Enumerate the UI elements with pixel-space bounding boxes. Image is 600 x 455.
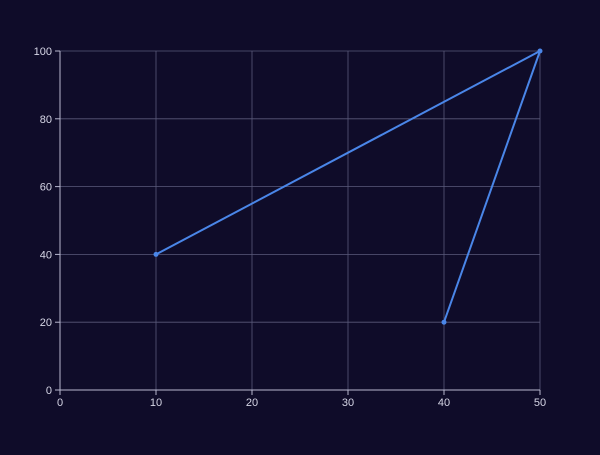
series-layer: [153, 48, 543, 325]
x-tick-label: 40: [438, 397, 450, 409]
data-point[interactable]: [153, 251, 159, 257]
axes: [55, 50, 541, 395]
x-tick-label: 20: [246, 397, 258, 409]
x-tick-label: 30: [342, 397, 354, 409]
x-tick-label: 10: [150, 397, 162, 409]
x-tick-label: 0: [57, 397, 63, 409]
y-tick-label: 60: [40, 182, 52, 194]
x-tick-label: 50: [534, 397, 546, 409]
y-tick-label: 0: [46, 385, 52, 397]
y-tick-label: 20: [40, 317, 52, 329]
y-tick-label: 100: [34, 46, 52, 58]
y-tick-label: 80: [40, 114, 52, 126]
data-point[interactable]: [441, 319, 447, 325]
y-tick-label: 40: [40, 249, 52, 261]
tick-labels: 0 10 20 30 40 50 0 20 40 60 80 100: [34, 46, 546, 409]
data-point[interactable]: [537, 48, 543, 54]
grid-lines: [60, 50, 541, 390]
